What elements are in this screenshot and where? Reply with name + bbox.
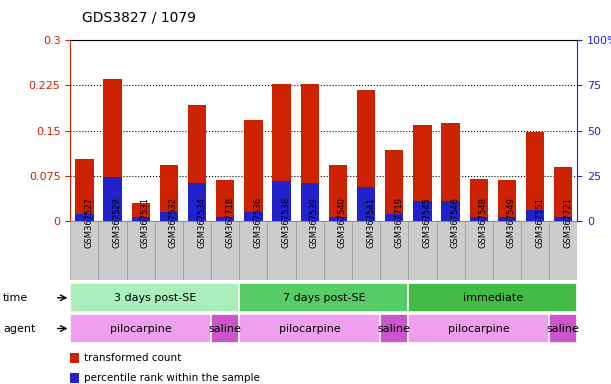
Text: GSM367540: GSM367540: [338, 197, 347, 248]
Bar: [526, 132, 544, 221]
Text: GSM367532: GSM367532: [169, 197, 178, 248]
Bar: [380, 314, 408, 343]
Bar: [240, 221, 268, 280]
Bar: [413, 124, 431, 221]
Bar: [211, 221, 240, 280]
Bar: [70, 372, 79, 383]
Bar: [385, 150, 403, 221]
Bar: [357, 187, 375, 221]
Text: agent: agent: [3, 323, 35, 334]
Bar: [554, 217, 573, 221]
Text: 7 days post-SE: 7 days post-SE: [282, 293, 365, 303]
Text: GSM367551: GSM367551: [535, 197, 544, 248]
Text: GSM367541: GSM367541: [366, 197, 375, 248]
Bar: [131, 203, 150, 221]
Text: pilocarpine: pilocarpine: [110, 323, 172, 334]
Bar: [103, 177, 122, 221]
Text: GSM367531: GSM367531: [141, 197, 150, 248]
Bar: [70, 283, 240, 312]
Bar: [273, 181, 291, 221]
Text: saline: saline: [209, 323, 242, 334]
Text: time: time: [3, 293, 28, 303]
Text: immediate: immediate: [463, 293, 523, 303]
Bar: [268, 221, 296, 280]
Bar: [301, 183, 319, 221]
Bar: [273, 84, 291, 221]
Text: 3 days post-SE: 3 days post-SE: [114, 293, 196, 303]
Bar: [296, 221, 324, 280]
Text: GSM367528: GSM367528: [112, 197, 122, 248]
Bar: [324, 221, 352, 280]
Bar: [240, 314, 380, 343]
Bar: [408, 283, 577, 312]
Text: GSM367719: GSM367719: [394, 197, 403, 248]
Bar: [413, 201, 431, 221]
Text: GSM367549: GSM367549: [507, 197, 516, 248]
Text: GSM367536: GSM367536: [254, 197, 262, 248]
Bar: [131, 217, 150, 221]
Text: GSM367721: GSM367721: [563, 197, 573, 248]
Bar: [498, 217, 516, 221]
Bar: [408, 314, 549, 343]
Text: GSM367545: GSM367545: [422, 197, 431, 248]
Text: GSM367548: GSM367548: [479, 197, 488, 248]
Text: saline: saline: [378, 323, 411, 334]
Bar: [211, 314, 240, 343]
Bar: [75, 214, 93, 221]
Bar: [442, 123, 459, 221]
Text: percentile rank within the sample: percentile rank within the sample: [84, 373, 260, 383]
Bar: [352, 221, 380, 280]
Bar: [244, 120, 263, 221]
Bar: [436, 221, 465, 280]
Bar: [442, 201, 459, 221]
Bar: [357, 89, 375, 221]
Bar: [216, 217, 235, 221]
Text: GSM367718: GSM367718: [225, 197, 234, 248]
Bar: [70, 353, 79, 363]
Bar: [470, 179, 488, 221]
Bar: [98, 221, 126, 280]
Bar: [126, 221, 155, 280]
Text: GSM367538: GSM367538: [282, 197, 291, 248]
Bar: [549, 221, 577, 280]
Bar: [70, 314, 211, 343]
Bar: [103, 79, 122, 221]
Bar: [329, 165, 347, 221]
Text: GSM367546: GSM367546: [450, 197, 459, 248]
Bar: [554, 167, 573, 221]
Bar: [498, 180, 516, 221]
Bar: [493, 221, 521, 280]
Bar: [159, 212, 178, 221]
Text: GSM367539: GSM367539: [310, 197, 319, 248]
Bar: [240, 283, 408, 312]
Text: pilocarpine: pilocarpine: [279, 323, 340, 334]
Bar: [385, 214, 403, 221]
Bar: [244, 212, 263, 221]
Bar: [188, 183, 206, 221]
Text: pilocarpine: pilocarpine: [448, 323, 510, 334]
Bar: [549, 314, 577, 343]
Bar: [408, 221, 436, 280]
Bar: [70, 221, 98, 280]
Text: GDS3827 / 1079: GDS3827 / 1079: [82, 11, 197, 25]
Bar: [159, 166, 178, 221]
Bar: [301, 84, 319, 221]
Bar: [521, 221, 549, 280]
Text: saline: saline: [547, 323, 580, 334]
Bar: [188, 105, 206, 221]
Bar: [75, 159, 93, 221]
Bar: [526, 210, 544, 221]
Bar: [155, 221, 183, 280]
Bar: [465, 221, 493, 280]
Bar: [380, 221, 408, 280]
Bar: [183, 221, 211, 280]
Text: GSM367534: GSM367534: [197, 197, 206, 248]
Bar: [329, 217, 347, 221]
Bar: [470, 217, 488, 221]
Bar: [216, 180, 235, 221]
Text: GSM367527: GSM367527: [84, 197, 93, 248]
Text: transformed count: transformed count: [84, 353, 181, 363]
